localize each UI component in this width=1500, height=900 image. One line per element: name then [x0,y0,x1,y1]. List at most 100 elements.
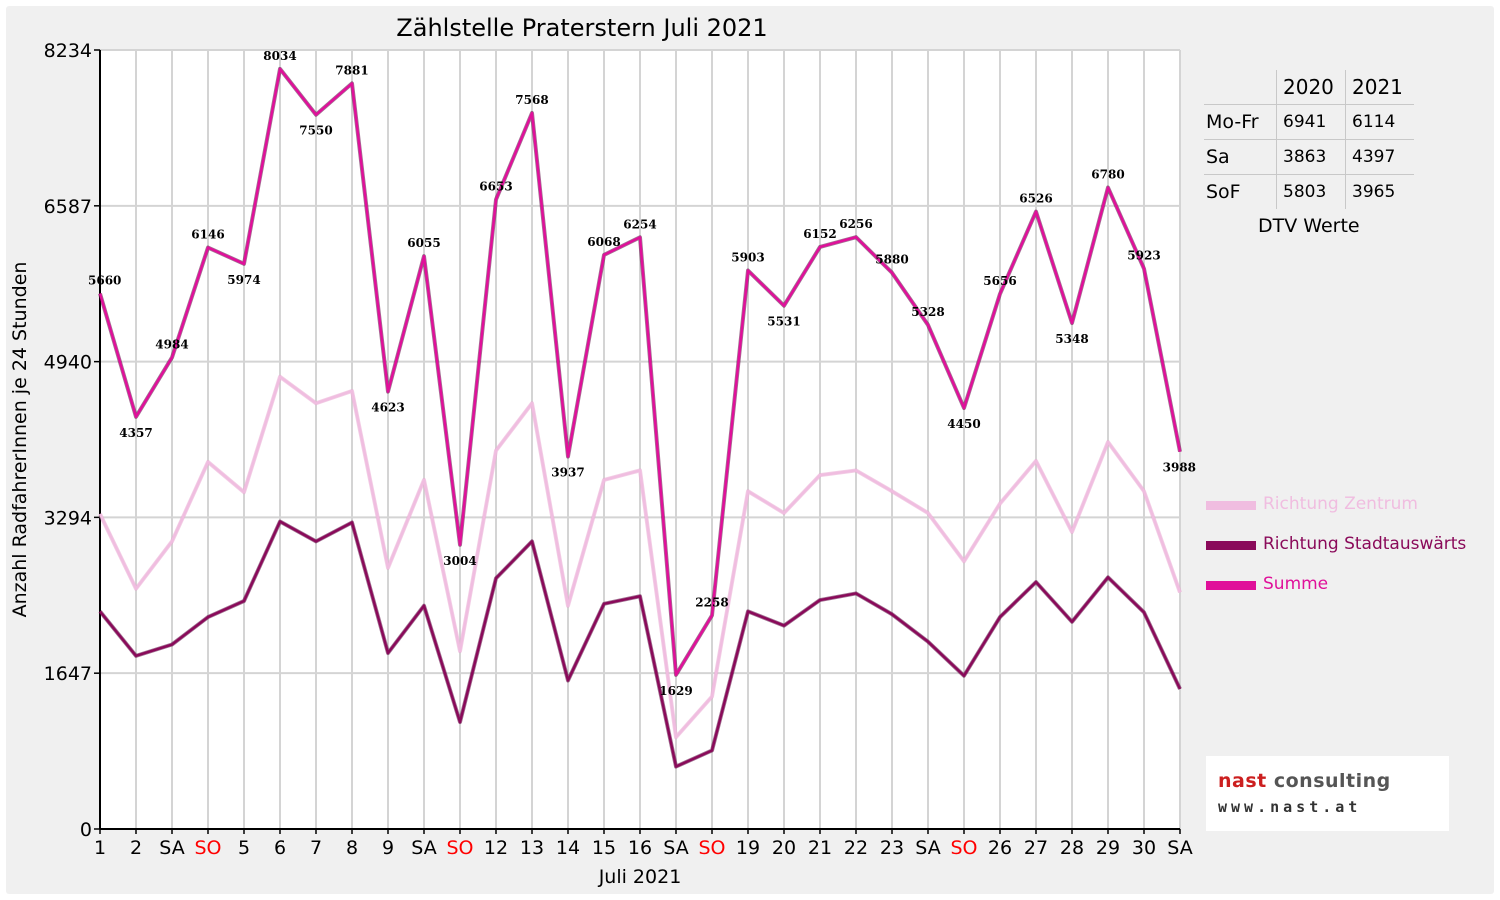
y-tick-label: 1647 [44,663,92,685]
x-tick-label: 6 [274,837,286,859]
nast-consulting-logo: nast consulting www.nast.at [1206,756,1449,831]
data-label: 5880 [875,253,908,267]
logo-name-part2: consulting [1266,770,1391,792]
legend-label-zentrum: Richtung Zentrum [1263,494,1418,514]
x-tick-label: 14 [556,837,580,859]
x-tick-label: SA [915,837,940,859]
data-label: 5656 [983,274,1016,288]
x-tick-label: 23 [880,837,904,859]
x-tick-label: 8 [346,837,358,859]
x-tick-label: 5 [238,837,250,859]
data-label: 6526 [1019,192,1052,206]
data-label: 6254 [623,217,656,231]
x-tick-label: SA [411,837,436,859]
dtv-cell-2020: 5803 [1276,174,1346,209]
dtv-row-mofr: Mo-Fr 6941 6114 [1204,104,1414,140]
data-label: 5974 [227,273,260,287]
y-tick-label: 8234 [44,40,92,62]
data-label: 5923 [1127,249,1160,263]
dtv-cell-2021: 6114 [1345,104,1414,140]
dtv-header-empty [1204,70,1277,105]
legend-swatch-summe [1206,581,1256,590]
dtv-caption: DTV Werte [1258,215,1360,237]
data-label: 6780 [1091,168,1124,182]
series-line [98,67,1182,677]
dtv-row-sof: SoF 5803 3965 [1204,174,1414,209]
x-tick-label: SO [194,837,221,859]
data-label: 6055 [407,236,440,250]
x-tick-label: 15 [592,837,616,859]
data-label: 5903 [731,251,764,265]
x-axis-title: Juli 2021 [598,866,682,888]
data-label: 8034 [263,49,296,63]
y-tick-label: 4940 [44,352,92,374]
dtv-cell-2021: 4397 [1345,139,1414,175]
data-label: 6068 [587,235,620,249]
data-label: 5348 [1055,332,1088,346]
x-tick-label: 13 [520,837,544,859]
dtv-row-label: Mo-Fr [1204,104,1277,140]
data-label: 4623 [371,401,404,415]
chart-frame: 0 1647 3294 4940 6587 8234 1 2 SA SO 5 6 7 8 9 SA SO 12 13… [6,6,1494,894]
dtv-cell-2020: 3863 [1276,139,1346,175]
x-tick-label: SO [698,837,725,859]
data-label: 6653 [479,180,512,194]
x-tick-label: SO [446,837,473,859]
legend-label-stadtauswaerts: Richtung Stadtauswärts [1263,534,1467,554]
data-label: 4984 [155,337,188,351]
data-label: 4357 [119,426,152,440]
dtv-row-sa: Sa 3863 4397 [1204,139,1414,175]
data-label: 6256 [839,217,872,231]
data-label: 3937 [551,466,584,480]
x-tick-label: 26 [988,837,1012,859]
dtv-row-label: Sa [1204,139,1277,175]
x-tick-label: 16 [628,837,652,859]
data-label: 6146 [191,228,224,242]
x-tick-label: SA [663,837,688,859]
logo-name-part1: nast [1218,770,1267,792]
data-label: 5328 [911,305,944,319]
x-tick-label: SA [1167,837,1192,859]
legend-swatch-zentrum [1206,501,1256,510]
data-label: 3988 [1163,461,1196,475]
y-tick-label: 6587 [44,196,92,218]
y-tick-label: 3294 [44,507,92,529]
data-label: 2258 [695,595,728,609]
x-tick-label: 9 [382,837,394,859]
series-line [99,520,1182,768]
data-label: 3004 [443,554,476,568]
dtv-header-2021: 2021 [1345,70,1414,105]
x-tick-label: 7 [310,837,322,859]
data-label: 5660 [88,274,121,288]
legend-label-summe: Summe [1263,574,1329,594]
dtv-row-label: SoF [1204,174,1277,209]
data-label: 1629 [659,684,692,698]
x-tick-label: 27 [1024,837,1048,859]
dtv-header-2020: 2020 [1276,70,1346,105]
legend-swatch-stadtauswaerts [1206,541,1256,550]
data-label: 6152 [803,227,836,241]
dtv-header-row: 2020 2021 [1204,70,1414,105]
x-tick-label: 22 [844,837,868,859]
data-label: 7550 [299,124,332,138]
data-label: 7568 [515,93,548,107]
dtv-table: 2020 2021 Mo-Fr 6941 6114 Sa 3863 4397 S… [1204,70,1414,209]
x-tick-label: 1 [94,837,106,859]
x-tick-label: 30 [1132,837,1156,859]
dtv-cell-2021: 3965 [1345,174,1414,209]
y-tick-label: 0 [80,819,92,841]
logo-name: nast consulting [1218,770,1391,792]
series-line [98,375,1182,739]
x-tick-label: 21 [808,837,832,859]
dtv-cell-2020: 6941 [1276,104,1346,140]
x-tick-label: 28 [1060,837,1084,859]
y-axis-title: Anzahl RadfahrerInnen je 24 Stunden [9,262,31,618]
x-tick-label: 19 [736,837,760,859]
x-tick-label: 12 [484,837,508,859]
x-tick-label: 20 [772,837,796,859]
x-tick-label: 29 [1096,837,1120,859]
x-tick-label: SO [950,837,977,859]
data-label: 4450 [947,417,980,431]
x-tick-label: 2 [130,837,142,859]
